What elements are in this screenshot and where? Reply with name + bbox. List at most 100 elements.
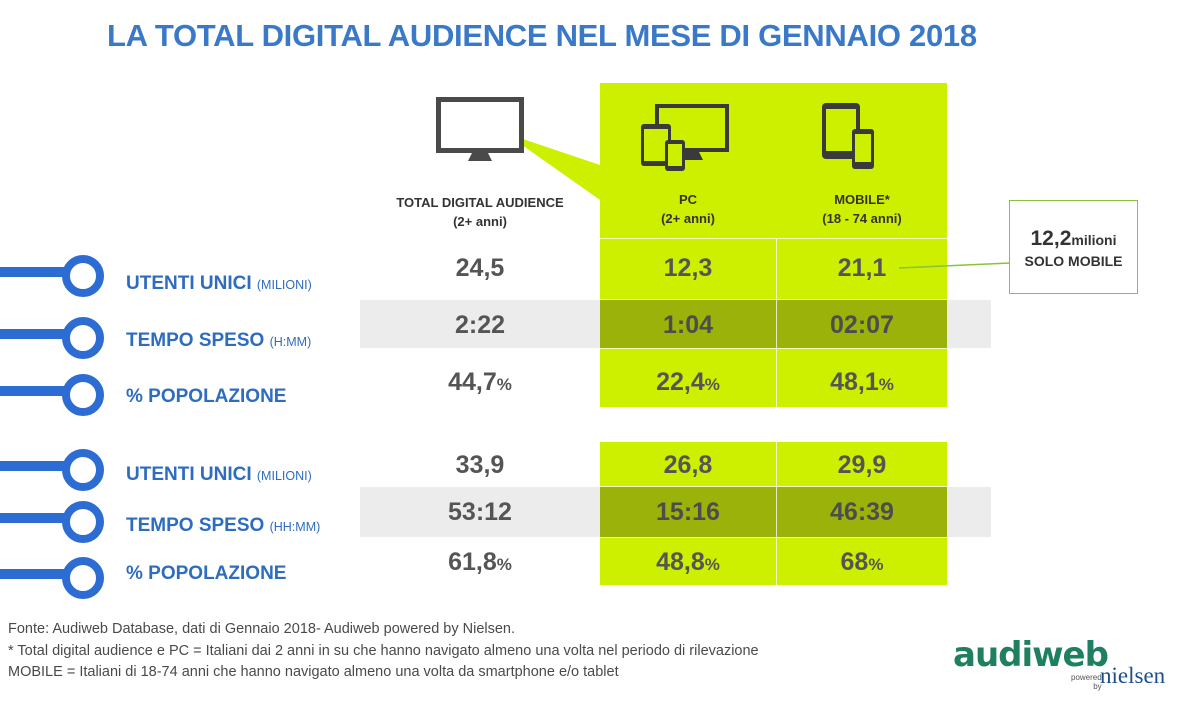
timeline-bar [0,267,70,277]
timeline-circle [62,374,104,416]
column-header-total-sub: (2+ anni) [453,214,507,229]
value-number: 48,1 [830,368,879,396]
row-separator-3 [600,486,947,487]
value-unit: % [704,375,720,394]
value-number: 61,8 [448,548,497,576]
row-label-tempo-speso: TEMPO SPESO (H:MM) [126,330,311,352]
column-header-pc-name: PC [678,192,698,207]
row-label-text: UTENTI UNICI [126,464,252,485]
value-number: 68 [840,548,869,576]
row-label-text: % POPOLAZIONE [126,563,287,584]
value-unit: % [496,555,512,574]
column-header-total-name: TOTAL DIGITAL AUDIENCE [396,195,564,210]
gray-band-2-right [947,487,991,537]
value-total-popolazione: 44,7% [370,368,590,397]
row-label-popolazione: % POPOLAZIONE [126,563,286,585]
gray-band-2 [360,487,600,537]
value-number: 1:04 [662,311,714,339]
value-mobile-tempo: 46:39 [777,498,947,527]
row-label-popolazione: % POPOLAZIONE [126,386,286,408]
value-number: 21,1 [837,254,887,282]
gray-band-1-right [947,300,991,348]
column-header-pc-sub: (2+ anni) [661,211,715,226]
row-label-unit: (MILIONI) [256,469,312,483]
solo-mobile-callout: 12,2milioni SOLO MOBILE [1009,200,1138,294]
callout-number: 12,2 [1030,227,1072,250]
timeline-circle [62,255,104,297]
row-separator-1 [600,299,947,300]
value-mobile-popolazione: 48,1% [777,368,947,397]
timeline-bar [0,461,70,471]
value-mobile-tempo: 02:07 [777,311,947,340]
row-label-unit: (HH:MM) [269,520,321,534]
value-total-utenti: 24,5 [370,254,590,283]
monitor-icon [436,97,524,161]
row-label-text: UTENTI UNICI [126,273,252,294]
footer-note-1: * Total digital audience e PC = Italiani… [8,643,759,659]
value-pc-utenti: 12,3 [600,254,776,283]
row-label-text: TEMPO SPESO [126,515,265,536]
row-label-unit: (MILIONI) [256,278,312,292]
timeline-bar [0,329,70,339]
value-number: 48,8 [656,548,705,576]
column-header-mobile: MOBILE* (18 - 74 anni) [777,190,947,228]
column-header-total: TOTAL DIGITAL AUDIENCE (2+ anni) [370,193,590,231]
value-unit: % [496,375,512,394]
value-number: 46:39 [830,498,894,526]
footer-source: Fonte: Audiweb Database, dati di Gennaio… [8,621,516,637]
row-label-text: % POPOLAZIONE [126,386,287,407]
row-separator-4 [600,537,947,538]
powered-text: powered [1071,673,1102,682]
mobile-devices-icon [822,103,874,169]
nielsen-wordmark: nielsen [1100,663,1166,688]
value-number: 02:07 [830,311,894,339]
row-separator-header [600,238,947,239]
callout-unit: milioni [1071,232,1117,248]
timeline-bar [0,569,70,579]
column-separator-bottom [776,442,777,585]
footer-note-2: MOBILE = Italiani di 18-74 anni che hann… [8,664,619,680]
value-number: 33,9 [455,451,505,479]
timeline-circle [62,557,104,599]
pc-devices-icon [641,104,729,171]
audiweb-nielsen-logo: audiweb powered by nielsen [953,635,1183,695]
value-number: 26,8 [663,451,713,479]
timeline-bar [0,386,70,396]
row-label-unit: (H:MM) [269,335,312,349]
column-header-mobile-sub: (18 - 74 anni) [822,211,902,226]
monitor-pointer [505,133,600,200]
column-header-mobile-name: MOBILE* [834,192,890,207]
value-unit: % [868,555,884,574]
by-text: by [1093,682,1102,691]
timeline-circle [62,501,104,543]
value-unit: % [704,555,720,574]
row-separator-2 [600,348,947,349]
value-mobile-utenti: 21,1 [777,254,947,283]
value-pc-utenti: 26,8 [600,451,776,480]
value-pc-popolazione: 48,8% [600,548,776,577]
value-number: 29,9 [837,451,887,479]
value-pc-tempo: 1:04 [600,311,776,340]
value-number: 44,7 [448,368,497,396]
value-pc-tempo: 15:16 [600,498,776,527]
value-total-tempo: 53:12 [370,498,590,527]
column-separator-top [776,238,777,407]
powered-by-text: powered by [1071,673,1102,691]
page-title: LA TOTAL DIGITAL AUDIENCE NEL MESE DI GE… [107,18,977,53]
value-number: 53:12 [448,498,512,526]
callout-subtitle: SOLO MOBILE [1024,253,1123,269]
value-total-popolazione: 61,8% [370,548,590,577]
value-mobile-utenti: 29,9 [777,451,947,480]
row-label-text: TEMPO SPESO [126,330,265,351]
row-label-utenti-unici: UTENTI UNICI (MILIONI) [126,464,312,486]
value-mobile-popolazione: 68% [777,548,947,577]
row-label-tempo-speso: TEMPO SPESO (HH:MM) [126,515,320,537]
gray-band-1 [360,300,600,348]
dark-cell-pc-1 [600,300,947,348]
audiweb-wordmark: audiweb [953,635,1109,675]
row-label-utenti-unici: UTENTI UNICI (MILIONI) [126,273,312,295]
callout-value: 12,2milioni [1010,227,1137,251]
value-number: 12,3 [663,254,713,282]
column-header-pc: PC (2+ anni) [600,190,776,228]
value-number: 2:22 [454,311,506,339]
